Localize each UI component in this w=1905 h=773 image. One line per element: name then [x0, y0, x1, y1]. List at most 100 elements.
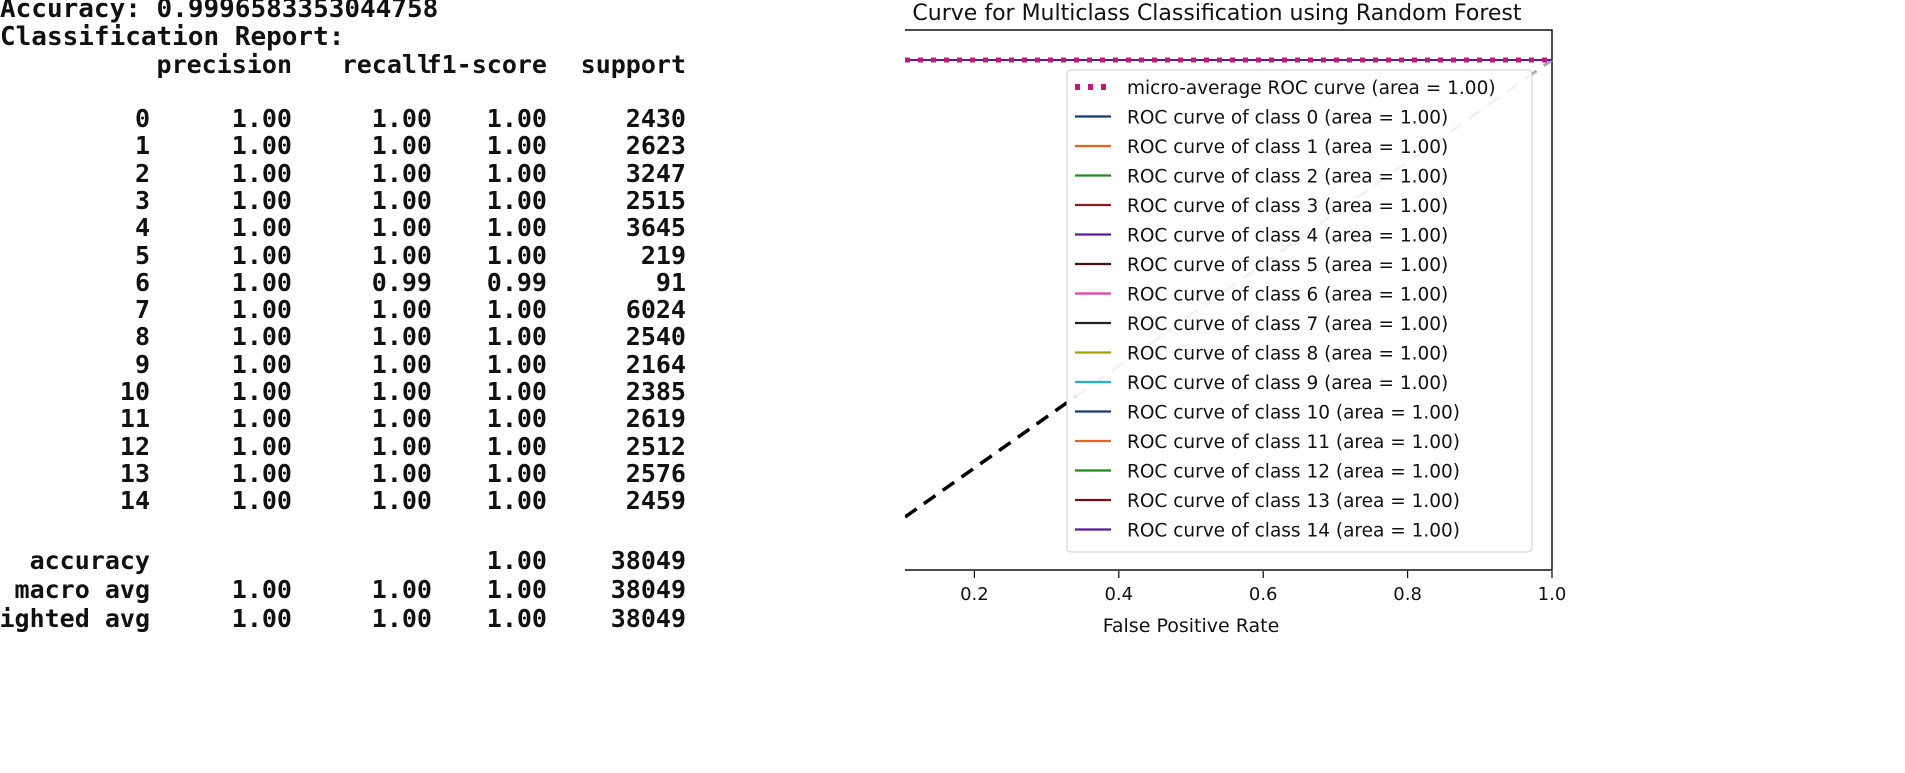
roc-chart-svg: ROC Curve for Multiclass Classification …	[724, 1, 1566, 637]
summary-cell-f1: 1.00	[486, 575, 547, 604]
report-cell-support: 2385	[625, 377, 686, 406]
report-cell-label: 1	[134, 131, 150, 161]
x-axis-label: False Positive Rate	[1103, 615, 1280, 637]
report-cell-recall: 1.00	[371, 213, 432, 243]
report-cell-f1: 1.00	[486, 322, 547, 352]
legend-label: ROC curve of class 3 (area = 1.00)	[1127, 196, 1448, 217]
report-cell-f1: 1.00	[486, 349, 547, 379]
report-cell-f1: 1.00	[486, 158, 547, 188]
report-cell-precision: 1.00	[231, 104, 292, 133]
report-cell-support: 2619	[625, 404, 686, 434]
summary-cell-f1: 1.00	[486, 546, 547, 575]
report-cell-recall: 1.00	[371, 349, 432, 379]
legend-label: ROC curve of class 12 (area = 1.00)	[1127, 462, 1460, 483]
summary-cell-recall: 1.00	[371, 575, 432, 604]
report-cell-f1: 1.00	[486, 131, 547, 161]
report-cell-precision: 1.00	[231, 322, 292, 352]
report-cell-support: 6024	[625, 295, 686, 325]
report-cell-label: 14	[119, 486, 150, 516]
legend-label: ROC curve of class 2 (area = 1.00)	[1127, 167, 1448, 188]
report-cell-support: 91	[655, 267, 686, 297]
report-cell-recall: 1.00	[371, 240, 432, 270]
report-cell-precision: 1.00	[231, 295, 292, 325]
x-tick-label: 0.6	[1249, 584, 1278, 605]
legend-label: micro-average ROC curve (area = 1.00)	[1127, 78, 1496, 99]
report-cell-support: 2459	[625, 486, 686, 516]
report-cell-precision: 1.00	[231, 404, 292, 434]
report-cell-precision: 1.00	[231, 377, 292, 406]
legend-label: ROC curve of class 7 (area = 1.00)	[1127, 314, 1448, 335]
legend-label: ROC curve of class 6 (area = 1.00)	[1127, 285, 1448, 306]
summary-cell-support: 38049	[610, 604, 686, 633]
report-cell-recall: 1.00	[371, 458, 432, 488]
report-cell-f1: 1.00	[486, 295, 547, 325]
legend-label: ROC curve of class 13 (area = 1.00)	[1127, 491, 1460, 512]
report-cell-recall: 1.00	[371, 377, 432, 406]
report-cell-support: 2515	[625, 185, 686, 215]
report-cell-label: 9	[134, 349, 150, 379]
report-cell-recall: 1.00	[371, 404, 432, 434]
report-cell-label: 10	[119, 377, 150, 406]
legend-label: ROC curve of class 8 (area = 1.00)	[1127, 344, 1448, 365]
legend-label: ROC curve of class 4 (area = 1.00)	[1127, 226, 1448, 247]
report-cell-label: 6	[134, 267, 150, 297]
report-cell-recall: 1.00	[371, 158, 432, 188]
report-cell-f1: 1.00	[486, 377, 547, 406]
roc-chart: ROC Curve for Multiclass Classification …	[724, 0, 1905, 768]
report-cell-label: 11	[119, 404, 150, 434]
report-header-f1-score: f1-score	[426, 50, 547, 79]
report-cell-f1: 1.00	[486, 240, 547, 270]
report-cell-support: 2540	[625, 322, 686, 352]
legend-label: ROC curve of class 9 (area = 1.00)	[1127, 373, 1448, 394]
report-cell-label: 3	[134, 185, 150, 215]
report-cell-f1: 1.00	[486, 185, 547, 215]
summary-cell-support: 38049	[610, 546, 686, 575]
report-cell-support: 2430	[625, 104, 686, 133]
report-cell-precision: 1.00	[231, 158, 292, 188]
report-cell-f1: 1.00	[486, 213, 547, 243]
report-cell-f1: 1.00	[486, 431, 547, 461]
report-cell-label: 5	[134, 240, 150, 270]
report-cell-f1: 1.00	[486, 458, 547, 488]
report-cell-precision: 1.00	[231, 131, 292, 161]
classification-report: Accuracy: 0.9996583353044758 Classificat…	[0, 0, 900, 768]
report-cell-recall: 1.00	[371, 104, 432, 133]
summary-cell-precision: 1.00	[231, 604, 292, 633]
x-tick-label: 0.4	[1104, 584, 1133, 605]
report-cell-recall: 1.00	[371, 185, 432, 215]
legend-label: ROC curve of class 0 (area = 1.00)	[1127, 108, 1448, 129]
report-cell-f1: 1.00	[486, 404, 547, 434]
report-cell-support: 3645	[625, 213, 686, 243]
report-cell-f1: 1.00	[486, 486, 547, 516]
report-cell-f1: 0.99	[486, 267, 547, 297]
report-cell-support: 2623	[625, 131, 686, 161]
summary-cell-label: weighted avg	[0, 604, 150, 633]
report-header-precision: precision	[156, 50, 292, 79]
report-cell-label: 8	[134, 322, 150, 352]
summary-cell-label: macro avg	[14, 575, 150, 604]
report-cell-recall: 1.00	[371, 431, 432, 461]
summary-cell-f1: 1.00	[486, 604, 547, 633]
report-cell-label: 4	[134, 213, 150, 243]
report-cell-support: 2512	[625, 431, 686, 461]
legend-label: ROC curve of class 10 (area = 1.00)	[1127, 403, 1460, 424]
report-cell-support: 219	[640, 240, 686, 270]
report-cell-precision: 1.00	[231, 267, 292, 297]
x-tick-label: 0.8	[1393, 584, 1422, 605]
report-cell-label: 0	[134, 104, 150, 133]
report-cell-precision: 1.00	[231, 349, 292, 379]
report-cell-precision: 1.00	[231, 213, 292, 243]
report-cell-recall: 0.99	[371, 267, 432, 297]
report-cell-recall: 1.00	[371, 486, 432, 516]
report-cell-support: 3247	[625, 158, 686, 188]
report-cell-precision: 1.00	[231, 240, 292, 270]
report-cell-label: 2	[134, 158, 150, 188]
legend-label: ROC curve of class 5 (area = 1.00)	[1127, 255, 1448, 276]
accuracy-line: Accuracy: 0.9996583353044758	[0, 0, 439, 24]
summary-cell-support: 38049	[610, 575, 686, 604]
report-cell-precision: 1.00	[231, 486, 292, 516]
report-cell-f1: 1.00	[486, 104, 547, 133]
report-cell-recall: 1.00	[371, 131, 432, 161]
legend-label: ROC curve of class 14 (area = 1.00)	[1127, 521, 1460, 542]
report-cell-label: 12	[119, 431, 150, 461]
